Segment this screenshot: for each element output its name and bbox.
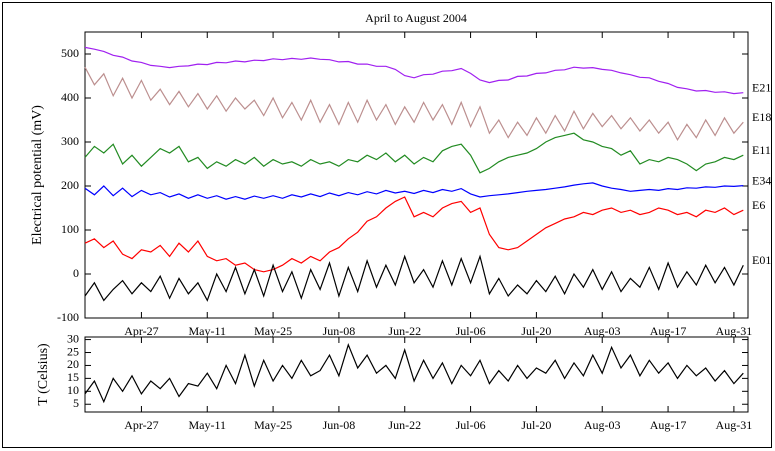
x-tick-label: Jun-08 — [323, 418, 356, 432]
x-tick-label: Aug-31 — [716, 418, 753, 432]
series-line — [84, 343, 744, 404]
series-label: E34 — [752, 173, 771, 187]
series-line — [84, 182, 744, 200]
y-tick-label: 200 — [61, 178, 79, 192]
x-tick-label: May-11 — [188, 324, 226, 338]
y-tick-label: 25 — [67, 344, 79, 358]
series-label: E01 — [752, 253, 771, 267]
series-line — [84, 66, 744, 142]
plot-frame — [84, 336, 749, 413]
y-tick-label: 400 — [61, 90, 79, 104]
y-tick-label: 5 — [73, 396, 79, 410]
y-axis-label: T (Celsius) — [36, 343, 51, 406]
x-tick-label: Aug-17 — [650, 418, 687, 432]
x-tick-label: Jun-22 — [388, 324, 421, 338]
y-tick-label: 0 — [73, 266, 79, 280]
x-tick-label: Jul-06 — [456, 324, 486, 338]
x-tick-label: Apr-27 — [124, 324, 158, 338]
x-tick-label: Aug-03 — [584, 418, 621, 432]
y-tick-label: 30 — [67, 331, 79, 345]
x-tick-label: Jul-20 — [521, 418, 551, 432]
y-tick-label: -100 — [57, 310, 79, 324]
series-line — [84, 254, 744, 302]
series-line — [84, 196, 744, 273]
y-tick-label: 100 — [61, 222, 79, 236]
series-label: E18 — [752, 110, 771, 124]
x-tick-label: May-25 — [254, 324, 292, 338]
x-tick-label: Jul-20 — [521, 324, 551, 338]
x-tick-label: May-25 — [254, 418, 292, 432]
series-label: E6 — [752, 198, 765, 212]
y-tick-label: 500 — [61, 46, 79, 60]
y-tick-label: 10 — [67, 383, 79, 397]
series-label: E11 — [752, 143, 771, 157]
y-axis-label: Electrical potential (mV) — [30, 105, 45, 245]
series-label: E21 — [752, 80, 771, 94]
y-tick-label: 20 — [67, 357, 79, 371]
x-tick-label: Jun-08 — [323, 324, 356, 338]
series-line — [84, 46, 744, 95]
series-line — [84, 132, 744, 174]
chart-title: April to August 2004 — [365, 11, 467, 25]
x-tick-label: Jul-06 — [456, 418, 486, 432]
x-tick-label: Aug-03 — [584, 324, 621, 338]
y-tick-label: 15 — [67, 370, 79, 384]
y-tick-label: 300 — [61, 134, 79, 148]
x-tick-label: Jun-22 — [388, 418, 421, 432]
x-tick-label: Apr-27 — [124, 418, 158, 432]
x-tick-label: Aug-17 — [650, 324, 687, 338]
plot-frame — [84, 31, 749, 319]
x-tick-label: Aug-31 — [716, 324, 753, 338]
x-tick-label: May-11 — [188, 418, 226, 432]
